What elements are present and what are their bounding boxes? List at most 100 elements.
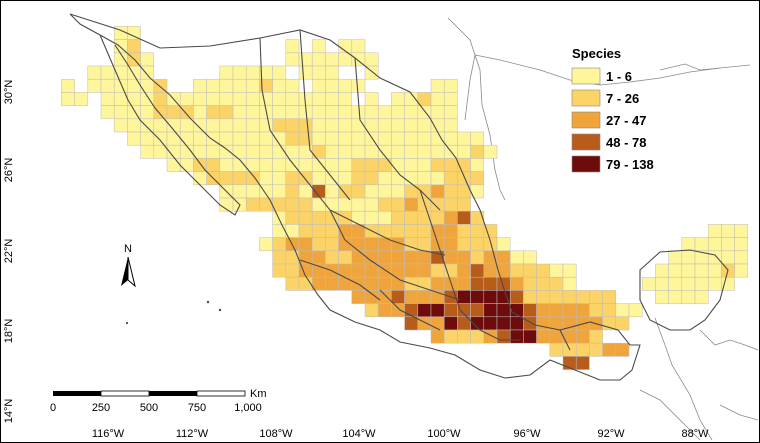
grid-cell (496, 303, 511, 318)
grid-cell (245, 118, 260, 133)
grid-cell (470, 276, 485, 291)
grid-cell (364, 131, 379, 146)
grid-cell (325, 144, 339, 159)
grid-cell (140, 144, 155, 159)
legend-swatch (571, 133, 601, 151)
grid-cell (668, 250, 683, 265)
scale-bar: Km 0 250 500 750 1,000 (50, 388, 267, 414)
grid-cell (377, 105, 392, 120)
grid-cell (338, 131, 353, 146)
grid-cell (153, 118, 168, 133)
grid-cell (259, 92, 273, 106)
grid-cell (457, 131, 471, 146)
grid-cell (562, 276, 577, 291)
lon-label-88: 88°W (681, 428, 709, 440)
grid-cell (298, 131, 313, 146)
grid-cell (457, 144, 471, 159)
grid-cell (272, 263, 287, 278)
grid-cell (457, 210, 471, 225)
grid-cell (721, 237, 735, 252)
grid-cell (430, 224, 445, 238)
grid-cell (127, 26, 141, 40)
grid-cell (536, 303, 551, 318)
grid-cell (536, 329, 551, 344)
grid-cell (641, 276, 656, 291)
grid-cell (404, 105, 419, 120)
grid-cell (351, 144, 366, 159)
grid-cell (470, 158, 485, 172)
grid-cell (694, 290, 709, 304)
grid-cell (364, 303, 379, 318)
north-arrow: N (121, 243, 136, 288)
grid-cell (417, 118, 432, 133)
grid-cell (245, 105, 260, 120)
grid-cell (285, 78, 300, 93)
grid-cell (100, 78, 115, 93)
grid-cell (272, 210, 287, 225)
grid-cell (338, 184, 353, 199)
grid-cell (734, 224, 749, 238)
legend-label: 79 - 138 (606, 157, 654, 172)
grid-cell (311, 118, 326, 133)
lon-label-112: 112°W (176, 428, 209, 440)
grid-cell (377, 210, 392, 225)
grid-cell (430, 184, 445, 199)
grid-cell (549, 342, 564, 357)
grid-cell (417, 131, 432, 146)
grid-cell (404, 263, 419, 278)
grid-cell (179, 158, 194, 172)
grid-cell (391, 290, 405, 304)
grid-cell (443, 329, 458, 344)
grid-cell (443, 303, 458, 318)
grid-cell (470, 316, 485, 331)
grid-cell (496, 250, 511, 265)
grid-cell (285, 276, 300, 291)
grid-cell (232, 184, 247, 199)
grid-cell (575, 303, 590, 318)
legend-label: 7 - 26 (606, 91, 639, 106)
grid-cell (179, 131, 194, 146)
grid-cell (470, 210, 485, 225)
legend: Species 1 - 6 7 - 26 27 - 47 48 - 78 79 - 13… (571, 46, 654, 173)
lon-label-104: 104°W (342, 428, 376, 440)
grid-cell (351, 171, 366, 186)
grid-cell (707, 224, 722, 238)
grid-cell (311, 224, 326, 238)
scale-tick-1000: 1,000 (234, 402, 262, 414)
grid-cell (457, 197, 471, 212)
latitude-labels: 30°N 26°N 22°N 18°N 14°N (3, 80, 15, 424)
grid-cell (364, 237, 379, 252)
lat-label-22: 22°N (3, 239, 15, 264)
grid-cell (61, 78, 75, 93)
grid-cell (285, 131, 300, 146)
grid-cell (113, 78, 128, 93)
grid-cell (443, 131, 458, 146)
grid-cell (364, 276, 379, 291)
grid-cell (430, 144, 445, 159)
grid-cell (179, 118, 194, 133)
grid-cell (127, 78, 141, 93)
legend-swatch (571, 155, 601, 173)
grid-cell (391, 131, 405, 146)
grid-cell (509, 276, 524, 291)
lon-label-96: 96°W (513, 428, 541, 440)
grid-cell (298, 210, 313, 225)
grid-cell (325, 131, 339, 146)
grid-cell (470, 237, 485, 252)
lat-label-30: 30°N (3, 80, 15, 105)
grid-cell (562, 303, 577, 318)
grid-cell (391, 303, 405, 318)
grid-cell (417, 316, 432, 331)
grid-cell (430, 303, 445, 318)
scale-tick-250: 250 (92, 402, 110, 414)
grid-cell (430, 92, 445, 106)
grid-cell (377, 263, 392, 278)
grid-cell (232, 118, 247, 133)
grid-cell (615, 303, 630, 318)
grid-cell (351, 197, 366, 212)
grid-cell (575, 356, 590, 370)
grid-cell (179, 105, 194, 120)
grid-cell (404, 290, 419, 304)
grid-cell (523, 263, 537, 278)
